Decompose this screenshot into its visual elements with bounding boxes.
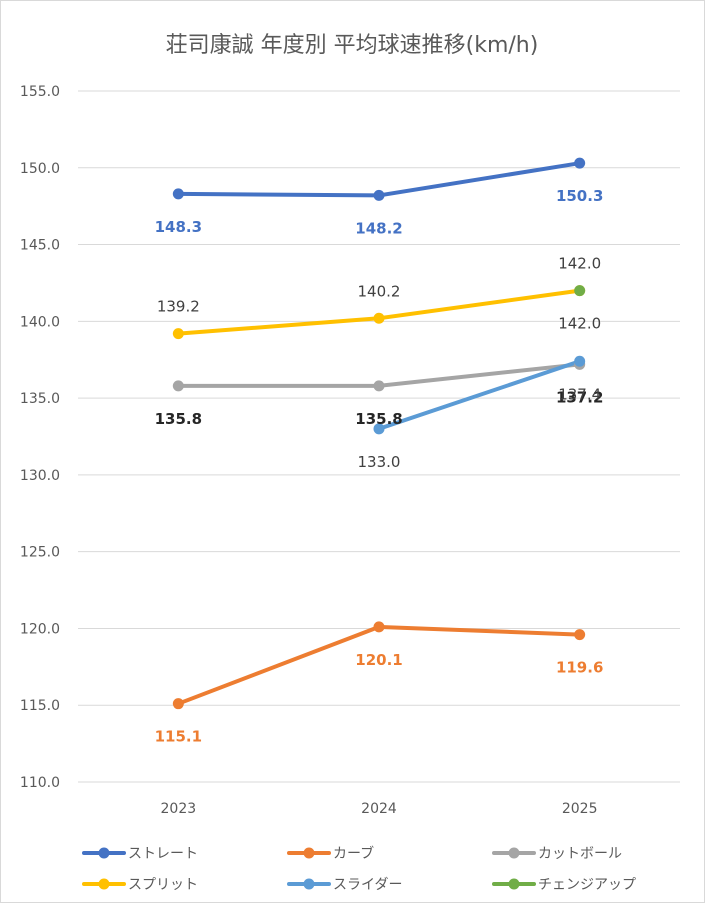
data-point — [172, 188, 184, 200]
y-tick-label: 140.0 — [20, 314, 60, 330]
legend-label: チェンジアップ — [538, 877, 636, 893]
legend-swatch-marker — [508, 847, 520, 859]
data-point — [172, 698, 184, 710]
data-point — [172, 328, 184, 340]
legend-label: スライダー — [333, 877, 402, 893]
data-point — [172, 380, 184, 392]
legend-swatch-marker — [98, 878, 110, 890]
chart-title: 荘司康誠 年度別 平均球速推移(km/h) — [166, 33, 539, 58]
x-tick-label: 2024 — [361, 801, 397, 817]
x-tick-label: 2023 — [161, 801, 197, 817]
legend-label: カーブ — [333, 845, 374, 862]
data-label: 142.0 — [558, 315, 601, 333]
data-label: 137.2 — [556, 388, 603, 406]
data-label: 135.8 — [355, 410, 402, 428]
series-line — [377, 359, 582, 431]
data-point — [373, 189, 385, 201]
y-tick-label: 150.0 — [20, 161, 60, 177]
legend-swatch-marker — [303, 847, 315, 859]
legend-label: スプリット — [128, 877, 198, 893]
y-tick-label: 120.0 — [20, 621, 60, 637]
y-tick-label: 135.0 — [20, 391, 60, 407]
legend-label: ストレート — [128, 846, 198, 862]
data-point — [574, 157, 586, 169]
legend-label: カットボール — [538, 846, 622, 862]
data-label: 142.0 — [558, 255, 601, 273]
legend-swatch-marker — [98, 847, 110, 859]
data-point — [373, 380, 385, 392]
data-label: 140.2 — [358, 282, 401, 300]
data-label: 139.2 — [157, 298, 200, 316]
y-tick-label: 110.0 — [20, 775, 60, 791]
data-label: 135.8 — [155, 410, 202, 428]
data-point — [574, 285, 586, 297]
data-point — [373, 312, 385, 324]
data-point — [373, 621, 385, 633]
data-point — [373, 423, 385, 435]
data-label: 119.6 — [556, 659, 603, 677]
y-tick-label: 125.0 — [20, 545, 60, 561]
data-label: 133.0 — [358, 453, 401, 471]
data-point — [574, 629, 586, 641]
y-tick-label: 155.0 — [20, 84, 60, 100]
legend-swatch-marker — [303, 878, 315, 890]
data-point — [574, 355, 586, 367]
data-label: 115.1 — [155, 728, 202, 746]
data-label: 148.3 — [155, 218, 202, 236]
data-label: 148.2 — [355, 219, 402, 237]
x-tick-label: 2025 — [562, 801, 598, 817]
legend-swatch-marker — [508, 878, 520, 890]
y-tick-label: 115.0 — [20, 698, 60, 714]
data-label: 137.4 — [558, 385, 601, 403]
y-tick-label: 130.0 — [20, 468, 60, 484]
data-label: 150.3 — [556, 187, 603, 205]
data-label: 120.1 — [355, 651, 402, 669]
y-tick-label: 145.0 — [20, 238, 60, 254]
